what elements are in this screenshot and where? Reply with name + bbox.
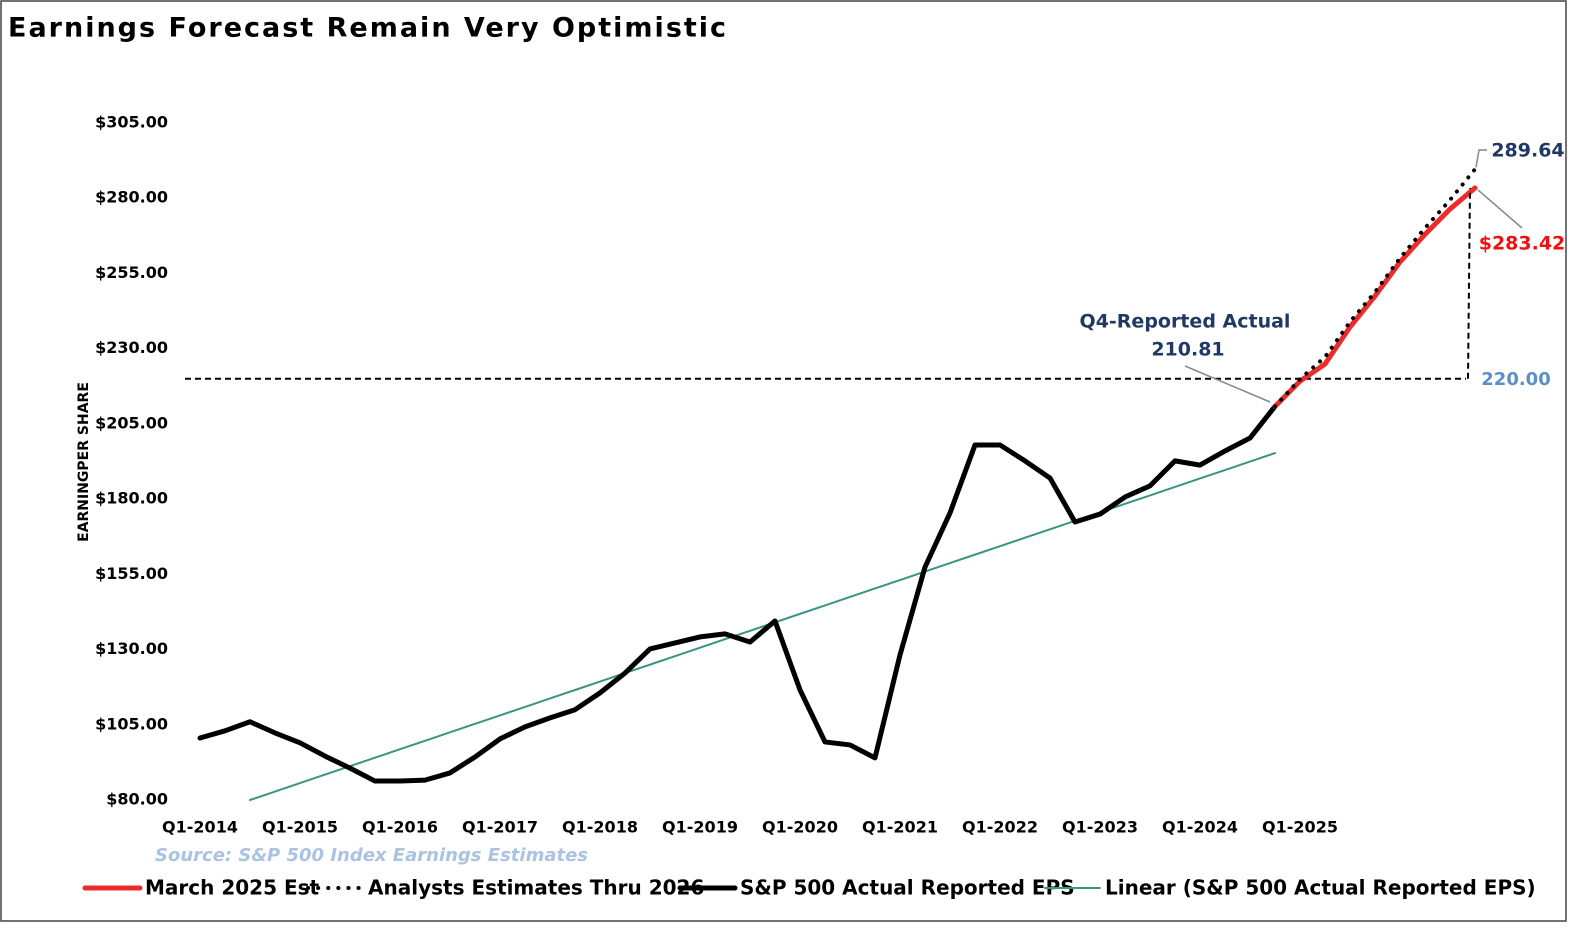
x-tick-label: Q1-2024 — [1162, 818, 1238, 837]
annotation-leader — [1184, 365, 1271, 403]
y-tick-label: $155.00 — [95, 564, 168, 583]
annotation-value: 210.81 — [1151, 339, 1224, 361]
legend-label: Linear (S&P 500 Actual Reported EPS) — [1105, 876, 1536, 900]
y-tick-label: $80.00 — [106, 790, 168, 809]
x-tick-label: Q1-2020 — [762, 818, 838, 837]
x-tick-label: Q1-2023 — [1062, 818, 1138, 837]
y-tick-label: $280.00 — [95, 188, 168, 207]
x-tick-label: Q1-2022 — [962, 818, 1038, 837]
y-tick-label: $130.00 — [95, 639, 168, 658]
source-note: Source: S&P 500 Index Earnings Estimates — [155, 845, 588, 866]
y-tick-label: $180.00 — [95, 489, 168, 508]
reference-riser — [1467, 187, 1471, 379]
y-axis-label: EARNINGPER SHARE — [76, 382, 92, 542]
annotation-leader — [1477, 189, 1523, 229]
x-tick-label: Q1-2017 — [462, 818, 538, 837]
legend-label: S&P 500 Actual Reported EPS — [740, 876, 1075, 900]
x-tick-label: Q1-2021 — [862, 818, 938, 837]
x-tick-label: Q1-2015 — [262, 818, 338, 837]
y-tick-label: $305.00 — [95, 113, 168, 132]
series-line — [1272, 185, 1478, 409]
y-tick-label: $105.00 — [95, 714, 168, 733]
annotation-value: $283.42 — [1479, 233, 1566, 255]
legend-label: Analysts Estimates Thru 2026 — [368, 876, 704, 900]
x-tick-label: Q1-2019 — [662, 818, 738, 837]
y-tick-label: $255.00 — [95, 263, 168, 282]
annotation-title: Q4-Reported Actual — [1080, 311, 1291, 333]
x-tick-label: Q1-2018 — [562, 818, 638, 837]
chart-title: Earnings Forecast Remain Very Optimistic — [8, 13, 728, 44]
annotation-value: 289.64 — [1491, 140, 1564, 162]
y-tick-label: $230.00 — [95, 338, 168, 357]
annotation-leader — [1475, 149, 1487, 168]
legend-label: March 2025 Est — [145, 876, 320, 900]
y-tick-label: $205.00 — [95, 413, 168, 432]
x-tick-label: Q1-2014 — [162, 818, 238, 837]
reference-label: 220.00 — [1481, 369, 1550, 390]
series-line — [197, 403, 1278, 784]
x-tick-label: Q1-2025 — [1262, 818, 1338, 837]
x-tick-label: Q1-2016 — [362, 818, 438, 837]
